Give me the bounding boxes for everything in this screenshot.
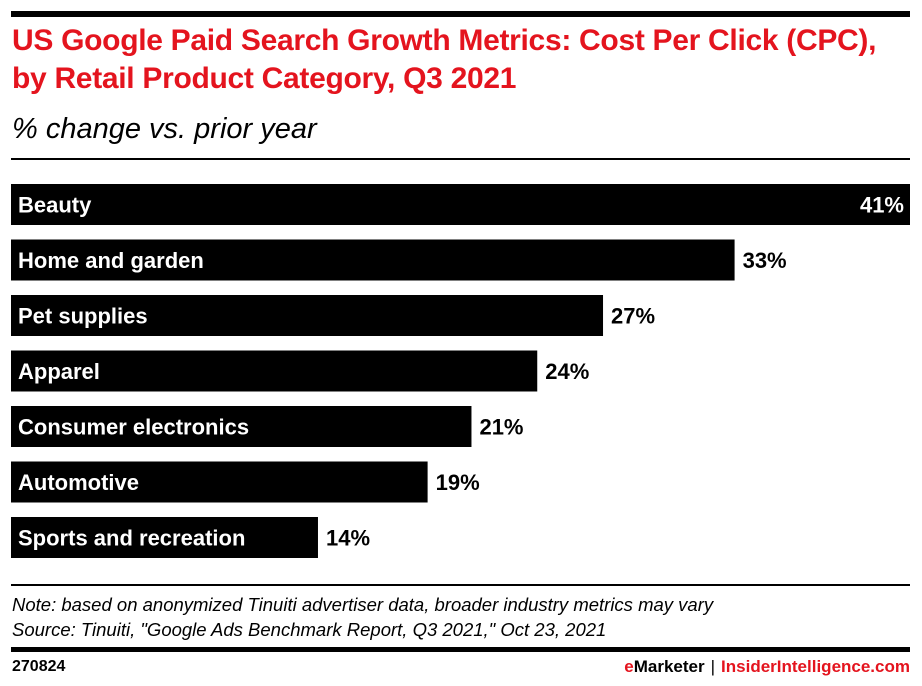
bar-apparel bbox=[11, 350, 538, 392]
category-label: Automotive bbox=[18, 470, 139, 495]
brand-marketer: Marketer bbox=[633, 657, 705, 676]
value-label: 41% bbox=[860, 193, 904, 218]
category-label: Consumer electronics bbox=[18, 415, 249, 440]
bar-automotive bbox=[11, 461, 428, 503]
value-label: 14% bbox=[326, 526, 370, 551]
chart-title: US Google Paid Search Growth Metrics: Co… bbox=[12, 24, 877, 95]
value-label: 33% bbox=[743, 248, 787, 273]
bar-beauty bbox=[11, 184, 910, 225]
subtitle-rule bbox=[11, 158, 910, 160]
value-label: 21% bbox=[479, 415, 523, 440]
chart-subtitle: % change vs. prior year bbox=[12, 113, 317, 145]
value-label: 27% bbox=[611, 304, 655, 329]
value-label: 19% bbox=[436, 470, 480, 495]
chart-source: Source: Tinuiti, "Google Ads Benchmark R… bbox=[12, 619, 607, 640]
brand-e: e bbox=[624, 657, 634, 676]
chart-id: 270824 bbox=[12, 658, 66, 675]
category-label: Pet supplies bbox=[18, 304, 148, 329]
category-label: Apparel bbox=[18, 359, 100, 384]
bar-consumer-electronics bbox=[11, 406, 472, 447]
bottom-rule bbox=[11, 647, 910, 652]
brand-site-link[interactable]: InsiderIntelligence.com bbox=[721, 657, 910, 676]
footer-rule bbox=[11, 584, 910, 586]
bar-sports-and-recreation bbox=[11, 517, 318, 558]
bar-pet-supplies bbox=[11, 295, 604, 336]
top-rule bbox=[11, 11, 910, 17]
bar-chart: Beauty 41% Home and garden 33% Pet supplies 2… bbox=[11, 184, 910, 558]
brand-credit: eMarketer | InsiderIntelligence.com bbox=[624, 656, 910, 678]
chart-note: Note: based on anonymized Tinuiti advert… bbox=[12, 594, 714, 615]
category-label: Home and garden bbox=[18, 248, 204, 273]
brand-separator: | bbox=[710, 657, 716, 676]
category-label: Beauty bbox=[18, 193, 92, 218]
value-label: 24% bbox=[545, 359, 589, 384]
bar-home-and-garden bbox=[11, 239, 735, 281]
category-label: Sports and recreation bbox=[18, 526, 245, 551]
